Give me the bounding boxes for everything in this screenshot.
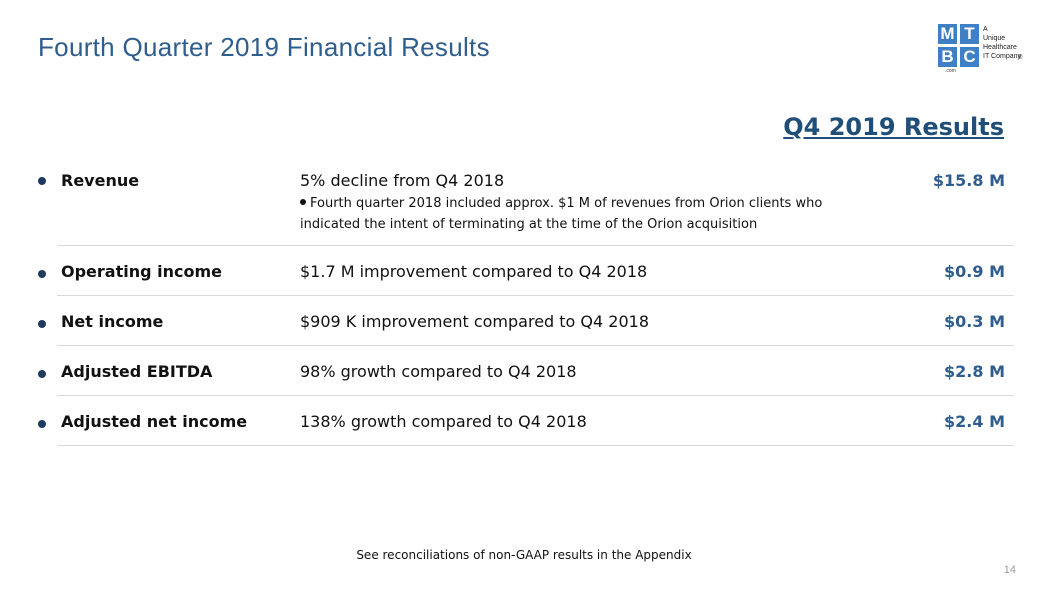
registered-mark: ® (1018, 55, 1023, 61)
logo-tagline: A Unique Healthcare IT Company (983, 25, 1021, 61)
bullet-icon (38, 270, 46, 278)
metric-description: $909 K improvement compared to Q4 2018 (300, 312, 649, 331)
bullet-icon (38, 420, 46, 428)
bullet-icon (38, 320, 46, 328)
metric-label: Adjusted EBITDA (61, 362, 213, 381)
logo-tagline-line: Unique (983, 35, 1006, 42)
results-row-revenue: Revenue 5% decline from Q4 2018 Fourth q… (38, 162, 1014, 246)
metric-label: Revenue (61, 171, 140, 190)
metric-description: 5% decline from Q4 2018 (300, 171, 505, 190)
metric-description: 138% growth compared to Q4 2018 (300, 412, 587, 431)
company-logo: M T B C A Unique Healthcare IT Company ®… (938, 24, 1028, 76)
results-row-operating-income: Operating income $1.7 M improvement comp… (38, 246, 1014, 296)
logo-mark: M T B C (938, 24, 980, 68)
footnote: See reconciliations of non-GAAP results … (356, 548, 692, 562)
logo-letter: T (960, 24, 979, 44)
metric-description: $1.7 M improvement compared to Q4 2018 (300, 262, 648, 281)
logo-letter: C (960, 47, 979, 67)
metric-subnote: Fourth quarter 2018 included approx. $1 … (300, 193, 840, 235)
results-list: Revenue 5% decline from Q4 2018 Fourth q… (38, 162, 1014, 446)
metric-value: $0.9 M (944, 262, 1005, 281)
results-heading: Q4 2019 Results (783, 113, 1004, 141)
logo-domain: .com (945, 68, 956, 74)
metric-description: 98% growth compared to Q4 2018 (300, 362, 577, 381)
metric-label: Operating income (61, 262, 223, 281)
subnote-text: Fourth quarter 2018 included approx. $1 … (300, 196, 823, 232)
results-row-net-income: Net income $909 K improvement compared t… (38, 296, 1014, 346)
logo-tagline-line: IT Company (983, 53, 1021, 60)
bullet-icon (38, 370, 46, 378)
logo-tagline-line: Healthcare (983, 44, 1017, 51)
metric-label: Net income (61, 312, 164, 331)
logo-letter: B (938, 47, 957, 67)
results-row-adjusted-net-income: Adjusted net income 138% growth compared… (38, 396, 1014, 446)
metric-value: $2.4 M (944, 412, 1005, 431)
results-row-adjusted-ebitda: Adjusted EBITDA 98% growth compared to Q… (38, 346, 1014, 396)
sub-bullet-icon (300, 199, 306, 205)
bullet-icon (38, 177, 46, 185)
metric-value: $15.8 M (932, 171, 1005, 190)
slide-title: Fourth Quarter 2019 Financial Results (38, 32, 490, 62)
metric-value: $0.3 M (944, 312, 1005, 331)
metric-value: $2.8 M (944, 362, 1005, 381)
page-number: 14 (1003, 564, 1016, 576)
logo-tagline-line: A (983, 26, 988, 33)
metric-label: Adjusted net income (61, 412, 248, 431)
logo-letter: M (938, 24, 957, 44)
